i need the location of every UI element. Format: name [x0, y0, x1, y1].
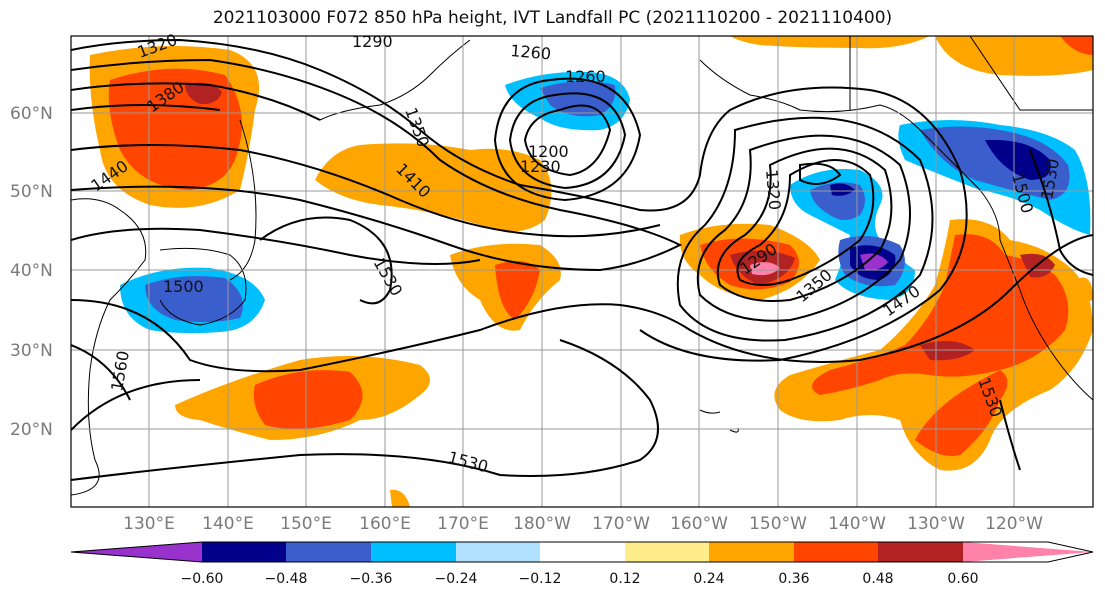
colorbar-segment — [963, 542, 1093, 562]
contour-label: 1500 — [163, 277, 204, 296]
lon-label: 150°E — [280, 514, 332, 534]
contour-label: 1230 — [520, 157, 561, 176]
map-title: 2021103000 F072 850 hPa height, IVT Land… — [212, 8, 893, 28]
lon-label: 160°W — [670, 514, 728, 534]
colorbar-segment — [794, 542, 878, 562]
colorbar-segment — [71, 542, 202, 562]
colorbar-outline — [70, 541, 1094, 563]
colorbar-segment — [202, 542, 286, 562]
colorbar-tick-label: −0.36 — [349, 571, 393, 587]
colorbar-tick-label: −0.60 — [180, 571, 224, 587]
lon-label: 140°E — [202, 514, 254, 534]
colorbar-tick-label: −0.12 — [518, 571, 562, 587]
gridlines — [71, 36, 1093, 507]
lat-label: 60°N — [10, 104, 53, 124]
lat-label: 30°N — [10, 341, 53, 361]
lon-label: 130°E — [123, 514, 175, 534]
colorbar-segment — [540, 542, 625, 562]
lon-label: 180°W — [513, 514, 571, 534]
colorbar-segment — [456, 542, 540, 562]
colorbar-segment — [286, 542, 371, 562]
lon-label: 120°W — [985, 514, 1043, 534]
map-frame — [70, 35, 1094, 508]
lon-label: 150°W — [749, 514, 807, 534]
contour-label: 1290 — [352, 32, 393, 51]
lat-label: 50°N — [10, 182, 53, 202]
colorbar-segment — [371, 542, 456, 562]
colorbar-tick-label: −0.24 — [434, 571, 478, 587]
colorbar-tick-label: 0.60 — [947, 571, 979, 587]
contour-label: 1260 — [510, 41, 552, 63]
positive-ivt-shading — [89, 36, 1093, 507]
negative-ivt-shading — [120, 71, 1091, 334]
contour-label: 1200 — [528, 142, 569, 161]
colorbar-tick-label: 0.36 — [778, 571, 810, 587]
colorbar-segment — [625, 542, 709, 562]
lon-label: 140°W — [828, 514, 886, 534]
lon-label: 130°W — [907, 514, 965, 534]
lat-label: 40°N — [10, 261, 53, 281]
ivt-shading — [71, 36, 1093, 507]
lon-label: 170°W — [592, 514, 650, 534]
contour-label: 1320 — [762, 169, 784, 211]
colorbar-tick-label: 0.24 — [693, 571, 725, 587]
colorbar-tick-label: −0.48 — [264, 571, 308, 587]
height-contours — [71, 38, 1093, 481]
colorbar — [70, 541, 1094, 563]
contour-label: 1260 — [565, 67, 606, 86]
colorbar-tick-label: 0.12 — [609, 571, 641, 587]
colorbar-segment — [709, 542, 794, 562]
lon-label: 170°E — [437, 514, 489, 534]
colorbar-tick-label: 0.48 — [862, 571, 894, 587]
lon-label: 160°E — [359, 514, 411, 534]
colorbar-segment — [878, 542, 963, 562]
lat-label: 20°N — [10, 420, 53, 440]
